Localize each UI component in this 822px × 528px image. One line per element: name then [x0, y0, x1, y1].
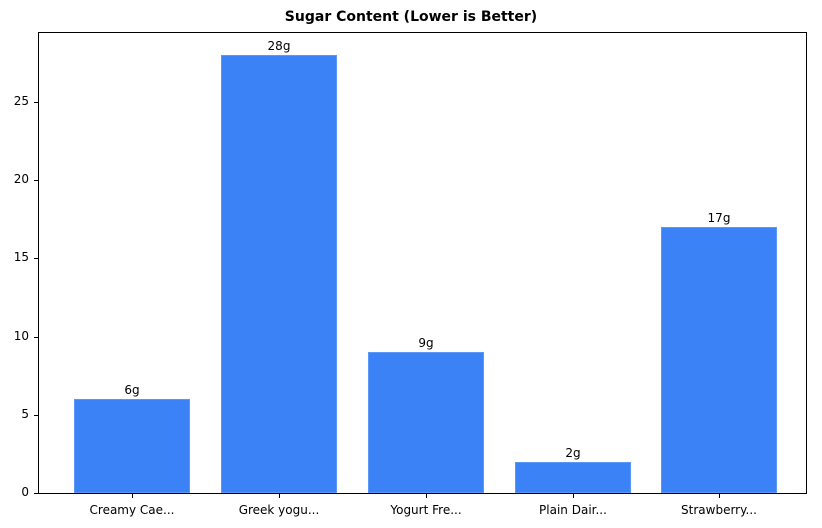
bar-value-label: 6g	[124, 383, 140, 398]
y-tick-label: 25	[13, 93, 29, 108]
bar	[515, 461, 631, 493]
chart-title: Sugar Content (Lower is Better)	[284, 9, 538, 25]
y-tick	[34, 493, 38, 494]
bar-value-label: 17g	[707, 211, 731, 225]
x-tick-label: Yogurt Fre...	[390, 503, 462, 517]
y-tick	[34, 336, 38, 338]
y-tick	[34, 180, 38, 182]
bar	[368, 352, 484, 493]
x-tick	[132, 494, 133, 498]
bar	[74, 399, 190, 493]
x-tick-label: Greek yogu...	[238, 503, 320, 517]
bar-value-label: 2g	[565, 445, 581, 460]
x-tick-label: Creamy Cae...	[89, 503, 175, 517]
y-tick-label: 5	[21, 406, 29, 421]
x-tick	[719, 494, 720, 498]
x-tick	[573, 494, 574, 498]
y-tick	[34, 101, 38, 103]
x-tick-label: Strawberry...	[681, 503, 757, 517]
x-tick-label: Plain Dair...	[539, 503, 607, 517]
x-tick	[279, 494, 280, 498]
y-tick-label: 20	[13, 172, 29, 187]
bar-value-label: 9g	[418, 336, 434, 351]
y-tick-label: 15	[13, 250, 29, 265]
y-tick-label: 0	[21, 485, 29, 499]
y-tick	[34, 258, 38, 260]
y-tick-label: 10	[13, 328, 29, 343]
bar	[661, 227, 777, 493]
plot-area: 0 5 10 15 20 25 6g Creamy Cae... 28g Greek yogu..…	[14, 32, 807, 517]
x-tick	[426, 494, 427, 498]
bar-value-label: 28g	[267, 38, 291, 53]
bar	[221, 54, 337, 493]
y-tick	[34, 414, 38, 416]
